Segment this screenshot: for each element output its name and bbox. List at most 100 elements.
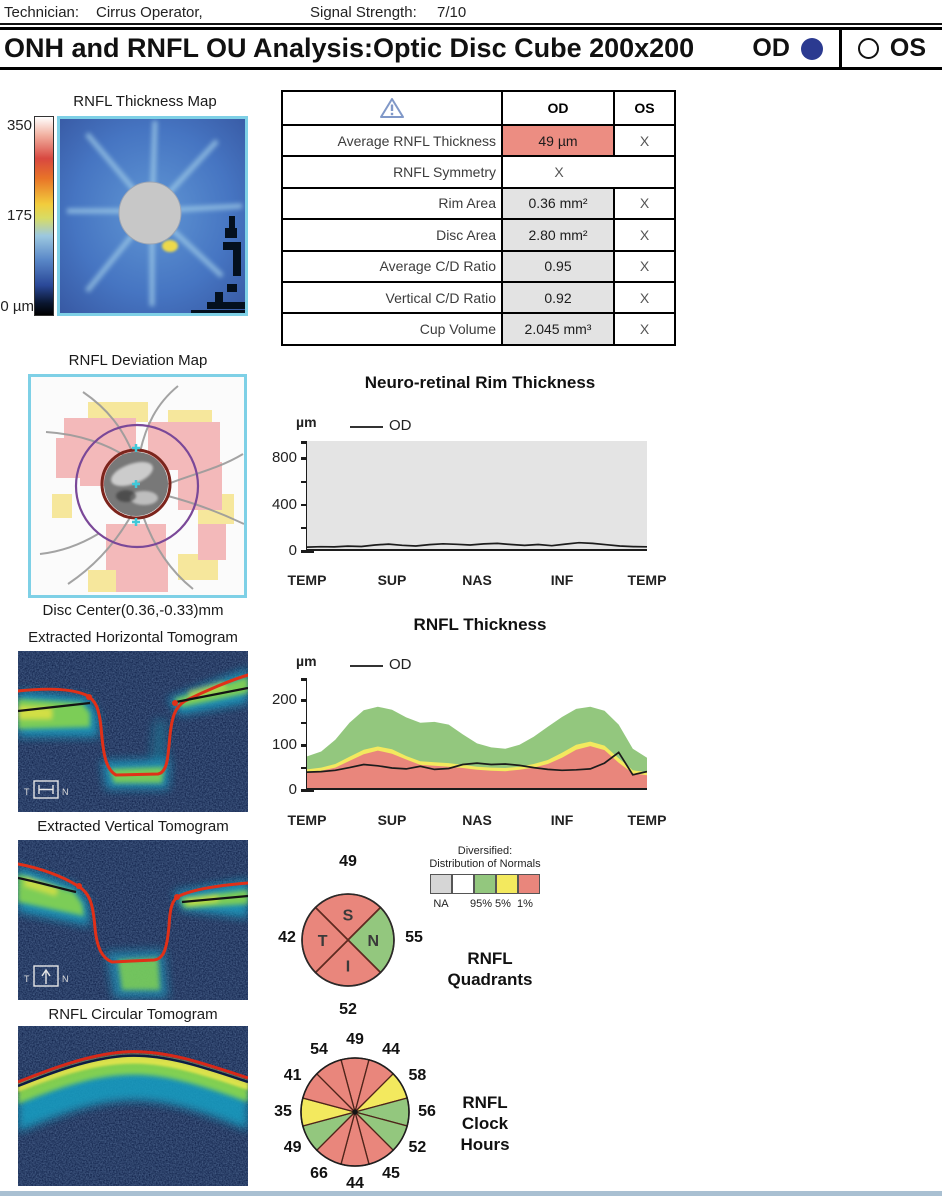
os-selector[interactable]: OS [842,30,942,67]
svg-text:N: N [368,933,380,950]
os-value: X [639,226,650,243]
x-tick-label: TEMP [627,812,667,828]
table-row: RNFL Symmetry X [283,155,674,187]
col-header-os: OS [634,100,655,116]
optic-disc-marker [118,181,182,245]
rnfl-legend-label: OD [389,656,412,673]
orientation-n-label: N [62,974,69,984]
rnfl-chart-unit: µm [296,653,317,669]
legend-title-line2: Distribution of Normals [429,858,541,870]
sector-value: 49 [346,1031,364,1048]
rnfl-clock-hours-label: RNFL Clock Hours [460,1093,510,1154]
x-tick-label: INF [550,812,574,828]
rnfl-clock-hours-pie: 49 44 58 56 52 45 44 66 49 35 41 54 [271,1028,439,1196]
sector-value: 52 [339,1001,357,1018]
scale-mid-label: 175 [6,207,32,224]
circular-tomogram-title: RNFL Circular Tomogram [48,1006,218,1023]
rnfl-boundary-line [18,701,91,713]
od-radio[interactable] [800,37,823,60]
sector-value: 52 [408,1139,427,1156]
legend-swatch [452,874,474,894]
rnfl-quadrants-label: RNFL Quadrants [447,949,533,989]
normals-swatches [430,874,540,894]
rnfl-chart-title: RNFL Thickness [413,615,547,634]
od-value: 0.92 [503,282,615,313]
os-value: X [639,321,650,338]
ilm-line [18,1050,248,1084]
header-divider [0,23,942,25]
sector-value: 44 [346,1175,364,1192]
merged-value: X [554,164,564,181]
rim-chart-title: Neuro-retinal Rim Thickness [364,373,596,392]
os-value: X [639,258,650,275]
orientation-t-label: T [24,787,30,797]
orientation-n-label: N [62,787,69,797]
svg-text:S: S [343,908,354,925]
x-tick-label: TEMP [627,572,667,588]
od-value: 2.80 mm² [503,220,615,250]
vertical-tomogram-title: Extracted Vertical Tomogram [37,818,229,835]
legend-swatch [430,874,452,894]
table-row: Disc Area 2.80 mm² X [283,218,674,250]
legend-swatch-label: 1% [517,898,533,910]
sector-value: 49 [339,853,357,870]
sector-value: 44 [382,1040,400,1058]
od-value: 2.045 mm³ [503,314,615,344]
os-label: OS [889,34,926,62]
scale-max-label: 350 [6,117,32,134]
table-row: Cup Volume 2.045 mm³ X [283,312,674,344]
rnfl-deviation-map-image [28,374,247,598]
sector-value: 55 [405,929,423,946]
rnfl-legend-line [350,665,383,667]
os-value: X [639,132,650,149]
legend-title-line1: Diversified: [457,845,513,857]
rim-legend-label: OD [389,417,412,434]
table-row: Average RNFL Thickness 49 µm X [283,124,674,156]
table-row: Rim Area 0.36 mm² X [283,186,674,219]
od-selector[interactable]: OD [736,30,839,67]
technician-label: Technician: [4,4,80,21]
sector-value: 42 [278,929,296,946]
horizontal-tomogram-image: T N [18,651,248,812]
x-tick-label: NAS [462,812,492,828]
table-row: Average C/D Ratio 0.95 X [283,249,674,281]
legend-swatch-label: 95% [469,898,493,910]
scale-min-label: 0 µm [0,298,34,315]
orientation-t-label: T [24,974,30,984]
sector-value: 49 [283,1139,302,1156]
disc-axis-markers [132,444,140,526]
rim-chart-plot [306,441,648,551]
sector-value: 56 [418,1103,436,1120]
sector-value: 54 [310,1040,328,1058]
legend-swatch-label: 5% [495,898,511,910]
x-tick-label: SUP [377,572,407,588]
od-value: 0.36 mm² [503,188,615,219]
os-radio[interactable] [857,38,879,59]
legend-swatch [518,874,540,894]
legend-swatch-label: NA [433,898,449,910]
vertical-tomogram-image: T N [18,840,248,1000]
normals-labels: NA 95% 5% 1% [430,898,540,912]
legend-swatch [496,874,518,894]
x-tick-label: TEMP [287,812,327,828]
col-header-od: OD [503,92,615,124]
sector-value: 66 [310,1165,328,1183]
sector-value: 58 [408,1067,427,1084]
os-value: X [639,289,650,306]
sector-value: 45 [382,1165,400,1183]
rim-chart-xlabels: TEMP SUP NAS INF TEMP [277,572,677,588]
calculation-circle [74,423,200,549]
warning-icon [380,98,404,118]
rim-legend-line [350,426,383,428]
os-value: X [639,195,650,212]
orientation-indicator [33,780,59,799]
horizontal-tomogram-title: Extracted Horizontal Tomogram [28,629,238,646]
signal-strength-value: 7/10 [437,4,467,21]
rim-chart-unit: µm [296,414,317,430]
x-tick-label: SUP [377,812,407,828]
x-tick-label: TEMP [287,572,327,588]
table-header-row: OD OS [283,92,674,124]
svg-text:I: I [346,958,350,975]
